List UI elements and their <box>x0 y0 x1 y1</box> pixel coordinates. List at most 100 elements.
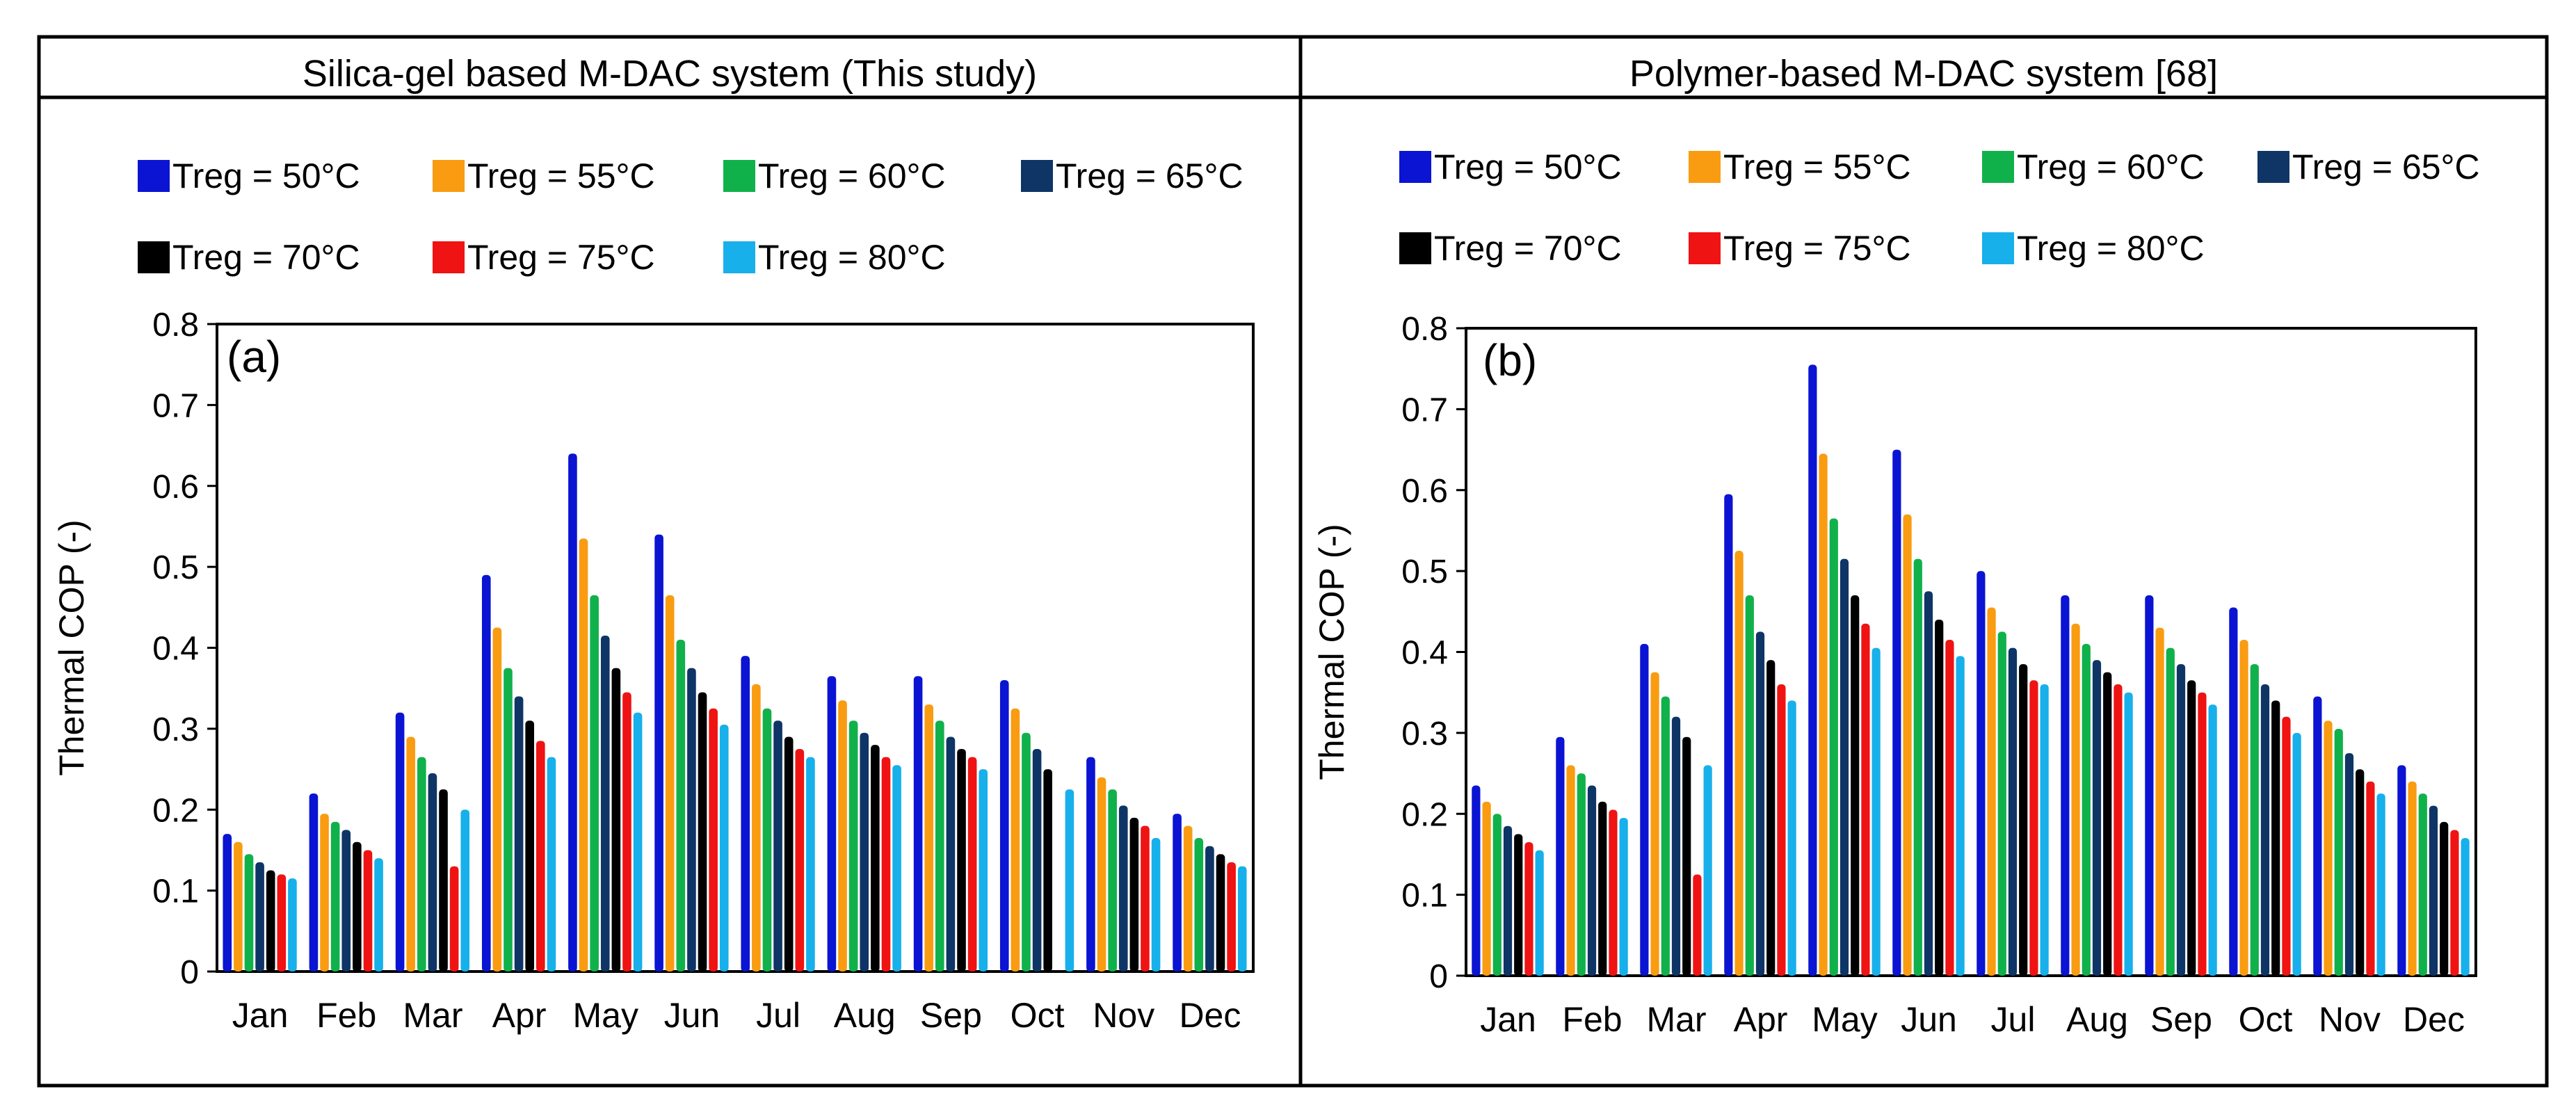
bar <box>353 841 362 972</box>
bar <box>848 720 858 972</box>
bar <box>1945 640 1954 976</box>
x-tick-label: Aug <box>2066 1000 2128 1039</box>
bar <box>999 680 1009 972</box>
legend-swatch <box>1689 232 1721 264</box>
bar <box>2450 830 2459 976</box>
legend-swatch <box>1399 232 1431 264</box>
bar <box>881 757 891 972</box>
bar <box>2198 692 2207 976</box>
bar <box>622 692 631 972</box>
bar <box>568 453 577 972</box>
bar <box>1682 736 1691 976</box>
y-tick-label: 0.8 <box>1401 311 1448 348</box>
bar <box>1903 514 1912 976</box>
bar <box>784 736 794 972</box>
bar <box>860 732 869 972</box>
y-tick-label: 0.6 <box>152 469 199 506</box>
bar <box>1829 518 1838 976</box>
bar <box>1619 818 1628 976</box>
bar <box>719 725 729 972</box>
bar <box>2344 752 2354 976</box>
bar <box>1065 789 1074 972</box>
bar <box>266 870 275 972</box>
x-tick-label: Mar <box>403 996 462 1035</box>
bar <box>2397 765 2406 976</box>
x-tick-label: Jan <box>1480 1000 1536 1039</box>
bar <box>428 773 437 972</box>
bar <box>698 692 707 972</box>
legend-swatch <box>1399 151 1431 183</box>
bar <box>2155 627 2164 976</box>
y-tick-label: 0.5 <box>1401 554 1448 590</box>
bar <box>1650 672 1659 976</box>
bar <box>481 574 491 972</box>
bar <box>2008 647 2018 976</box>
bar <box>1871 647 1881 976</box>
legend-swatch <box>723 241 755 273</box>
bar <box>1492 814 1502 976</box>
outer-frame <box>37 35 2549 1088</box>
panel-label: (b) <box>1483 335 1537 385</box>
legend-swatch <box>1021 160 1053 192</box>
legend-label: Treg = 50°C <box>172 156 360 195</box>
bar <box>1556 736 1565 976</box>
legend-swatch <box>1982 151 2014 183</box>
bar <box>633 712 643 972</box>
bar <box>1524 841 1533 976</box>
bar <box>2250 663 2259 976</box>
y-axis-label: Thermal COP (-) <box>52 519 91 776</box>
bar <box>2271 700 2280 976</box>
panel-a-header: Silica-gel based M-DAC system (This stud… <box>303 53 1037 95</box>
bar <box>1043 769 1052 972</box>
x-tick-label: Apr <box>1734 1000 1788 1039</box>
bar <box>395 712 405 972</box>
x-tick-label: Aug <box>834 996 896 1035</box>
bar <box>2418 793 2427 976</box>
bar <box>871 745 880 972</box>
legend-label: Treg = 50°C <box>1434 147 1622 186</box>
bar <box>2092 660 2102 976</box>
y-tick-label: 0.7 <box>152 387 199 424</box>
bar <box>2440 821 2449 976</box>
bar <box>827 676 837 972</box>
bar <box>838 700 847 972</box>
bar <box>2103 672 2112 976</box>
legend-label: Treg = 80°C <box>758 238 946 277</box>
bar <box>762 708 772 972</box>
x-tick-label: Jan <box>232 996 289 1035</box>
legend-label: Treg = 60°C <box>758 156 946 195</box>
bar <box>2114 684 2123 976</box>
bar <box>1755 631 1765 976</box>
panel-b-header: Polymer-based M-DAC system [68] <box>1629 53 2218 95</box>
y-tick-label: 0 <box>180 954 199 991</box>
bar <box>752 684 761 972</box>
x-tick-label: Jul <box>756 996 800 1035</box>
legend-swatch <box>1982 232 2014 264</box>
bar <box>590 595 599 972</box>
y-tick-label: 0.2 <box>152 792 199 829</box>
y-tick-label: 0.6 <box>1401 473 1448 510</box>
bar <box>2282 716 2291 976</box>
bar <box>2208 704 2217 976</box>
bar <box>2324 720 2333 976</box>
bar <box>2260 684 2270 976</box>
bar <box>1861 623 1870 976</box>
bar <box>2229 607 2238 976</box>
bar <box>2408 781 2417 976</box>
x-tick-label: Jun <box>1901 1000 1957 1039</box>
y-tick-label: 0.3 <box>152 711 199 748</box>
bar <box>1141 825 1150 972</box>
bar <box>935 720 944 972</box>
bar <box>1173 814 1182 972</box>
bar <box>1766 660 1776 976</box>
x-tick-label: Feb <box>1562 1000 1622 1039</box>
bar <box>439 789 448 972</box>
bar <box>460 809 470 972</box>
bar <box>288 878 297 972</box>
bar <box>2029 680 2038 976</box>
bar <box>406 736 416 972</box>
x-tick-label: Mar <box>1646 1000 1706 1039</box>
x-tick-label: May <box>1812 1000 1877 1039</box>
bar <box>1724 494 1733 976</box>
x-tick-label: Jun <box>664 996 721 1035</box>
